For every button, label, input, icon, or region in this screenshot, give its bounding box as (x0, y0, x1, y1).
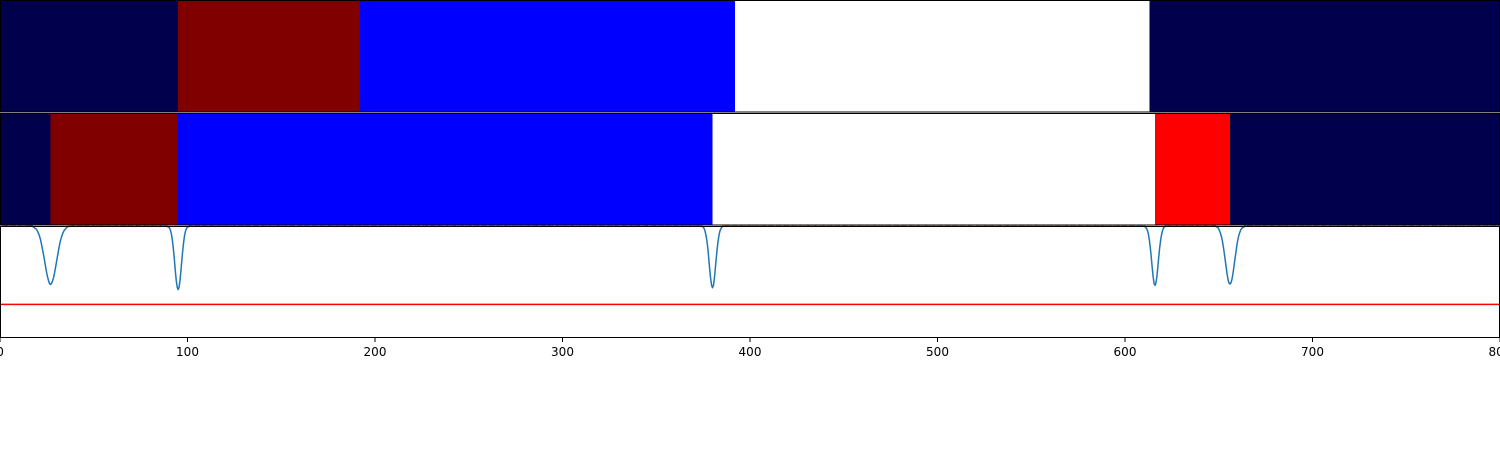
segment-strip-middle (0, 113, 1500, 226)
x-tick-label-200: 200 (364, 345, 387, 359)
x-tick-label-500: 500 (926, 345, 949, 359)
x-tick-label-700: 700 (1301, 345, 1324, 359)
segment-2 (178, 0, 360, 113)
x-tick-label-600: 600 (1114, 345, 1137, 359)
segment-2 (50, 113, 179, 226)
signal-line (0, 224, 1500, 291)
x-axis: 0 100 200 300 400 500 600 700 800 (0, 338, 1500, 359)
segment-1 (0, 0, 179, 113)
x-tick-label-100: 100 (176, 345, 199, 359)
x-tick-label-400: 400 (739, 345, 762, 359)
segment-4 (712, 113, 1155, 226)
line-panel-frame (0, 226, 1500, 338)
signal-panel (0, 224, 1500, 338)
segment-5 (1155, 113, 1230, 226)
segment-6 (1230, 113, 1500, 226)
segment-1 (0, 113, 51, 226)
segment-strip-top (0, 0, 1500, 113)
x-tick-label-0: 0 (0, 345, 4, 359)
x-tick-label-800: 800 (1489, 345, 1500, 359)
x-tick-label-300: 300 (551, 345, 574, 359)
segment-3 (360, 0, 735, 113)
segment-3 (178, 113, 713, 226)
segment-5 (1149, 0, 1500, 113)
segment-4 (735, 0, 1150, 113)
